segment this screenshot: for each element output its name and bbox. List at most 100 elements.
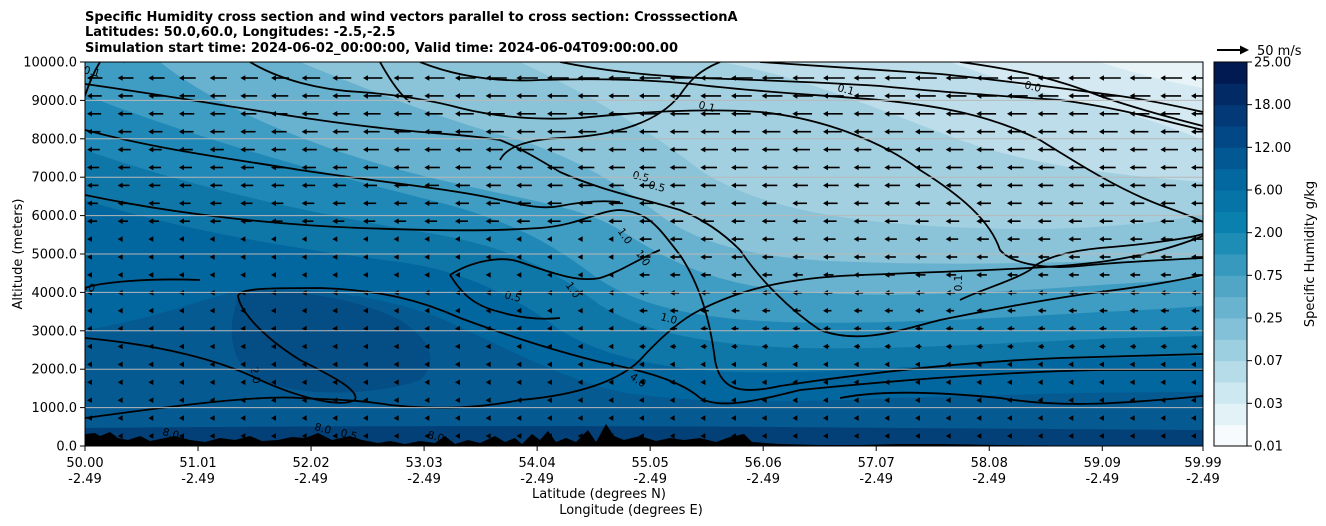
wind-vector (761, 325, 770, 332)
contour-label: 0.5 (503, 289, 522, 305)
wind-vector (1129, 272, 1141, 278)
wind-vector (1007, 146, 1025, 153)
wind-vector (945, 433, 951, 439)
wind-vector (1099, 164, 1116, 171)
wind-vector (87, 146, 100, 153)
wind-vector (332, 146, 348, 153)
wind-vector (823, 343, 830, 350)
wind-vector (853, 307, 863, 314)
wind-vector (884, 415, 890, 421)
wind-vector (976, 415, 982, 421)
wind-vector (1099, 128, 1118, 135)
wind-vector (209, 325, 215, 332)
x-tick-label-lon: -2.49 (1186, 472, 1220, 487)
wind-vector (424, 75, 445, 81)
wind-vector (179, 164, 193, 171)
wind-vector (209, 218, 221, 224)
wind-vector (393, 75, 414, 81)
wind-vector (945, 379, 951, 386)
wind-vector (761, 361, 767, 368)
wind-vector (332, 433, 338, 439)
wind-vector (240, 254, 246, 260)
wind-vector (577, 433, 583, 439)
wind-vector (271, 307, 276, 314)
wind-vector (823, 75, 845, 81)
wind-vector (1099, 254, 1111, 260)
wind-vector (1099, 361, 1104, 368)
wind-vector (332, 93, 351, 99)
wind-vector (823, 146, 841, 153)
wind-vector (976, 236, 989, 242)
wind-vector (1191, 343, 1198, 350)
wind-vector (608, 379, 614, 386)
wind-vector (945, 111, 966, 117)
wind-vector (915, 379, 920, 386)
contour-label: 2.0 (248, 366, 263, 385)
wind-vector (547, 93, 568, 99)
wind-vector (731, 218, 745, 224)
colorbar-tick-label: 0.07 (1254, 354, 1283, 369)
wind-vector (363, 146, 379, 153)
wind-vector (209, 128, 225, 135)
wind-vector (823, 397, 828, 403)
wind-vector (700, 272, 711, 278)
wind-vector (731, 307, 740, 314)
wind-vector (117, 272, 123, 278)
chart-title-line-3: Simulation start time: 2024-06-02_00:00:… (85, 41, 678, 56)
wind-vector (393, 236, 399, 242)
wind-vector (1160, 75, 1183, 81)
wind-vector (1099, 75, 1121, 81)
wind-vector (853, 75, 876, 81)
contour-label: 0.1 (108, 50, 127, 66)
wind-vector (1099, 433, 1104, 439)
terrain (85, 424, 1203, 446)
wind-vector (1037, 111, 1058, 117)
wind-vector (301, 200, 315, 207)
wind-vector (761, 200, 777, 207)
wind-vector (945, 93, 967, 99)
colorbar-tick-label: 0.25 (1254, 312, 1283, 327)
wind-vector (363, 164, 378, 171)
wind-vector (209, 93, 227, 99)
wind-vector (823, 218, 837, 224)
wind-vector (884, 433, 890, 439)
x-tick-label-lat: 54.04 (519, 456, 556, 471)
wind-vector (547, 272, 552, 278)
wind-vector (823, 415, 828, 421)
wind-vector (976, 111, 997, 117)
contour-line (759, 62, 1203, 113)
x-tick-label-lon: -2.49 (1085, 472, 1119, 487)
wind-vector (976, 379, 982, 386)
wind-vector (271, 397, 276, 403)
wind-vector (547, 415, 552, 421)
wind-vector (301, 93, 320, 99)
wind-vector (1068, 182, 1084, 189)
wind-vector (455, 236, 460, 242)
contour-label: 0.1 (953, 275, 965, 292)
wind-vector (179, 307, 184, 314)
wind-vector (393, 254, 399, 260)
wind-vector (485, 200, 500, 207)
wind-vector (332, 307, 338, 314)
wind-vector (516, 415, 522, 421)
wind-vector (332, 272, 338, 278)
wind-vector (731, 272, 742, 278)
wind-vector (853, 343, 861, 350)
wind-vector (148, 254, 154, 260)
colorbar-level (1214, 147, 1247, 170)
wind-vector (577, 397, 583, 403)
x-tick-label-lat: 58.08 (971, 456, 1008, 471)
x-tick-label-lon: -2.49 (68, 472, 102, 487)
wind-vector (393, 379, 399, 386)
wind-vector (363, 361, 368, 368)
wind-vector (884, 307, 893, 314)
wind-vector (363, 182, 378, 189)
wind-vector (424, 272, 430, 278)
wind-vector (1099, 111, 1119, 117)
wind-vector (792, 146, 811, 153)
wind-vector (1037, 361, 1043, 368)
wind-vector (393, 164, 409, 171)
wind-vector (516, 307, 522, 314)
wind-vector (424, 397, 430, 403)
wind-vector (1007, 415, 1012, 421)
